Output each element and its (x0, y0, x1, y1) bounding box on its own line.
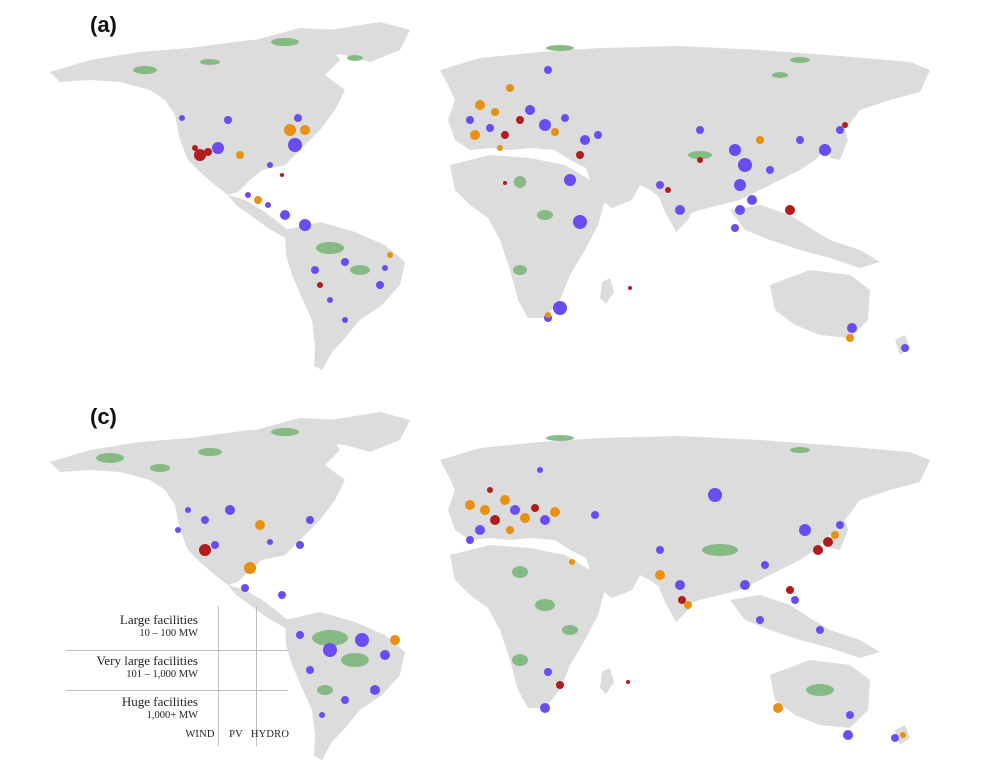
legend-divider (218, 606, 219, 746)
landmasses (50, 22, 930, 370)
legend-dot-wind-large (199, 626, 203, 630)
world-map-c (50, 412, 930, 760)
legend-dot-hydro-very-large (266, 664, 277, 675)
landmasses (50, 412, 930, 760)
legend-divider (256, 606, 257, 746)
facility-points (175, 467, 906, 742)
facility-points (179, 66, 909, 352)
legend-row-range: 10 – 100 MW (139, 628, 198, 639)
legend-row-large: Large facilities 10 – 100 MW (120, 612, 198, 639)
legend-divider (66, 650, 288, 651)
legend-dot-pv-very-large (231, 664, 242, 675)
legend-dot-wind-huge (192, 700, 208, 716)
legend-row-huge: Huge facilities 1,000+ MW (122, 694, 198, 721)
legend-row-very-large: Very large facilities 101 – 1,000 MW (96, 653, 198, 680)
legend-row-title: Very large facilities (96, 653, 198, 668)
legend-dot-hydro-large (270, 626, 274, 630)
legend-dot-wind-very-large (195, 664, 206, 675)
legend-column-hydro: HYDRO (250, 729, 290, 740)
legend-column-wind: WIND (185, 729, 215, 740)
legend-row-title: Huge facilities (121, 694, 198, 709)
legend-row-range: 101 – 1,000 MW (126, 669, 198, 680)
panel-label-a: (a) (90, 12, 117, 37)
legend-dot-pv-huge (226, 698, 246, 718)
facility-legend: Large facilities 10 – 100 MW Very large … (66, 606, 289, 746)
legend-divider (66, 690, 288, 691)
world-map-a (50, 22, 930, 370)
protected-areas (133, 38, 810, 275)
legend-column-pv: PV (229, 729, 243, 740)
legend-row-range: 1,000+ MW (146, 710, 198, 721)
legend-dot-pv-large (235, 626, 239, 630)
protected-areas (96, 428, 834, 696)
panel-label-c: (c) (90, 404, 117, 429)
legend-row-title: Large facilities (119, 612, 198, 627)
legend-dot-hydro-huge (264, 701, 279, 716)
